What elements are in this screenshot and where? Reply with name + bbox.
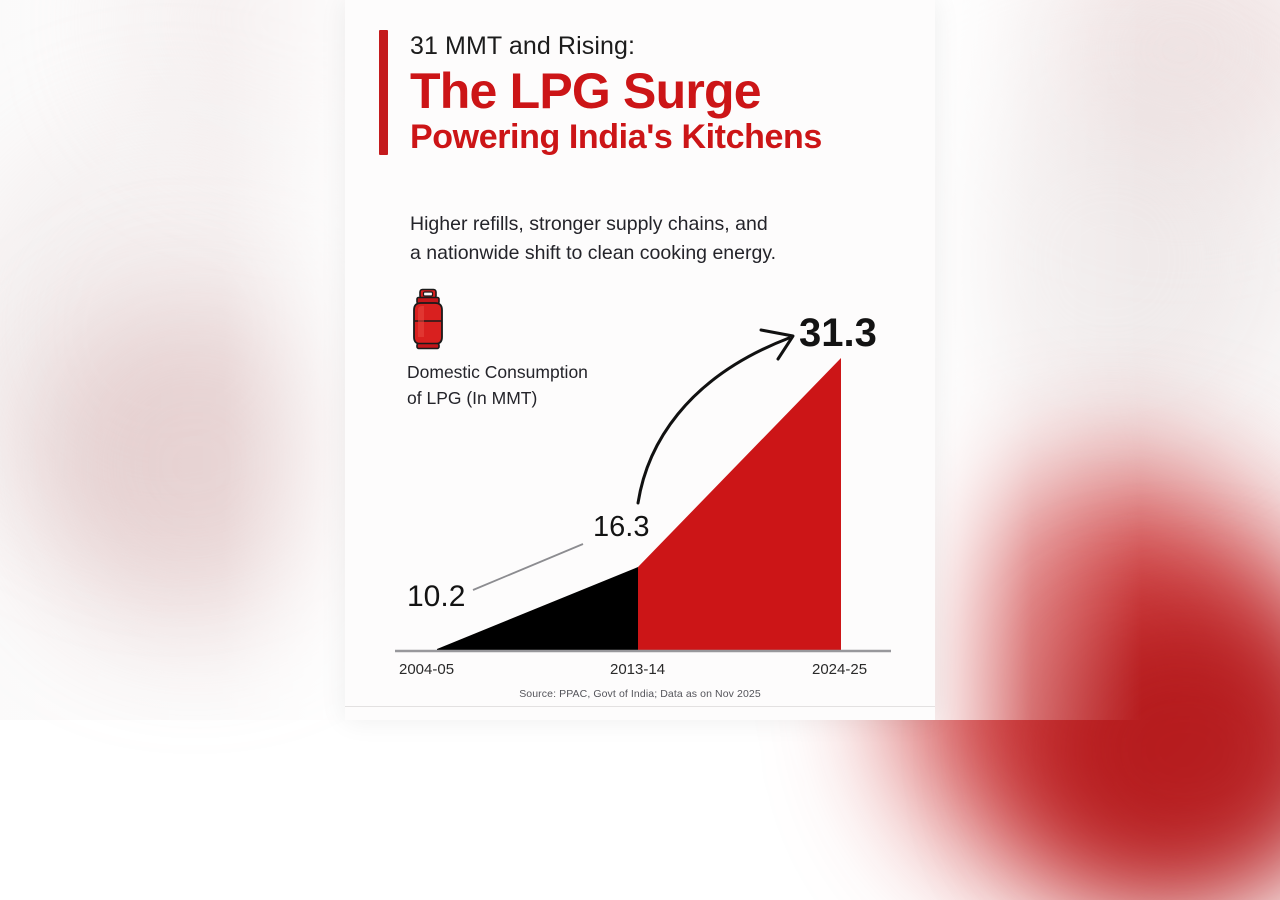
deck-line-2: a nationwide shift to clean cooking ener… [410, 239, 905, 268]
infographic-card: 31 MMT and Rising: The LPG Surge Powerin… [345, 0, 935, 720]
value-label-2024-25: 31.3 [799, 311, 877, 355]
kicker-text: 31 MMT and Rising: [410, 32, 822, 61]
source-note: Source: PPAC, Govt of India; Data as on … [345, 688, 935, 700]
value-label-2004-05: 10.2 [407, 580, 465, 613]
footer-divider [345, 706, 935, 707]
lpg-consumption-chart: 10.2 16.3 31.3 2004-05 2013-14 2024-25 [385, 286, 905, 686]
deck-line-1: Higher refills, stronger supply chains, … [410, 210, 905, 239]
x-tick-label-1: 2013-14 [610, 661, 665, 678]
background-blob-right-pale [930, 80, 1280, 440]
series-area-black [437, 567, 638, 650]
background-blob-left [30, 300, 360, 630]
red-accent-bar [379, 30, 388, 155]
x-tick-label-0: 2004-05 [399, 661, 454, 678]
growth-arrow-head [761, 330, 793, 359]
trend-tick-line [473, 544, 583, 590]
value-label-2013-14: 16.3 [593, 511, 649, 543]
headline-block: 31 MMT and Rising: The LPG Surge Powerin… [379, 30, 911, 155]
headline-text-group: 31 MMT and Rising: The LPG Surge Powerin… [410, 30, 822, 155]
page-title: The LPG Surge [410, 65, 822, 117]
page-subtitle: Powering India's Kitchens [410, 119, 822, 156]
series-area-red [638, 358, 841, 650]
chart-svg: 10.2 16.3 31.3 2004-05 2013-14 2024-25 [385, 286, 905, 686]
x-tick-label-2: 2024-25 [812, 661, 867, 678]
deck-paragraph: Higher refills, stronger supply chains, … [410, 210, 905, 268]
